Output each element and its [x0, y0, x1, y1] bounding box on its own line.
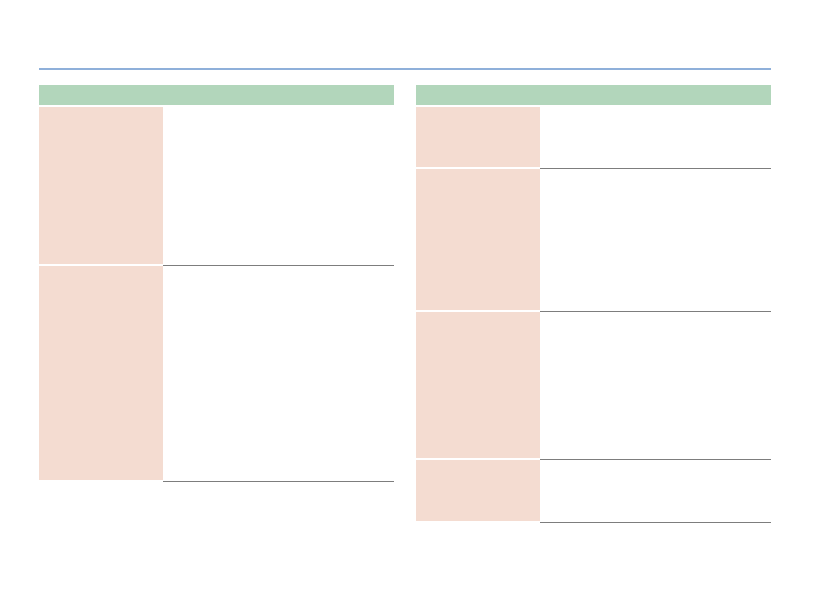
row-value [540, 460, 771, 523]
left-table [39, 85, 394, 482]
row-value [540, 107, 771, 169]
row-value [163, 107, 394, 266]
row-value [163, 266, 394, 482]
row-label [416, 312, 540, 460]
row-value [540, 169, 771, 312]
table-row [416, 169, 771, 312]
row-label [39, 266, 163, 482]
table-row [39, 107, 394, 266]
row-label [39, 107, 163, 266]
table-row [39, 266, 394, 482]
table-row [416, 460, 771, 523]
left-table-header [39, 85, 394, 105]
right-table [416, 85, 771, 523]
top-rule [39, 68, 771, 70]
table-row [416, 312, 771, 460]
row-label [416, 107, 540, 169]
row-label [416, 169, 540, 312]
right-table-header [416, 85, 771, 105]
table-row [416, 107, 771, 169]
row-label [416, 460, 540, 523]
row-value [540, 312, 771, 460]
